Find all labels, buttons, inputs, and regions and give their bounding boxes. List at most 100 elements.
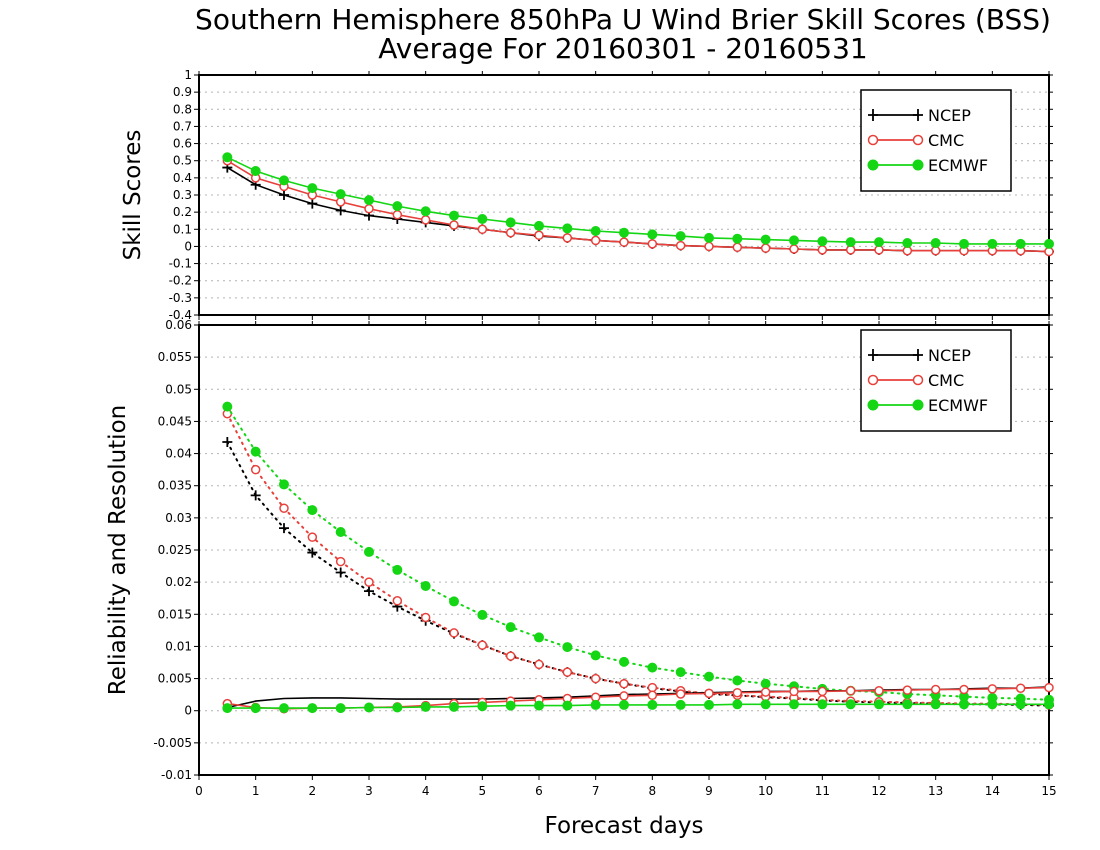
legend-label-cmc: CMC: [928, 371, 964, 390]
data-point-ecmwf: [392, 702, 403, 713]
data-point-cmc: [279, 503, 289, 513]
data-point-ecmwf: [845, 699, 856, 710]
legend-marker-ecmwf: [912, 159, 924, 171]
data-point-ncep: [335, 205, 346, 216]
y-tick-label: 0.005: [158, 672, 192, 686]
series-line-ecmwf-resolution: [226, 405, 1050, 701]
data-point-cmc: [619, 678, 629, 689]
data-point-cmc: [789, 686, 799, 697]
data-point-ecmwf: [590, 699, 601, 710]
x-tick-label: 12: [871, 784, 886, 798]
y-tick-label: 0.015: [158, 607, 192, 621]
data-point-ecmwf: [449, 596, 459, 607]
data-point-ecmwf: [420, 701, 431, 712]
data-point-ncep: [364, 586, 374, 597]
data-point-ecmwf: [930, 699, 941, 710]
y-tick-label: 0.6: [173, 137, 192, 151]
data-point-cmc: [732, 242, 743, 253]
y-tick-label: 0.055: [158, 350, 192, 364]
legend-label-ncep: NCEP: [928, 106, 971, 125]
data-point-cmc: [675, 240, 686, 251]
data-point-ecmwf: [449, 701, 459, 712]
data-point-ecmwf: [250, 446, 261, 457]
data-point-ecmwf: [619, 656, 629, 667]
data-point-cmc: [562, 233, 573, 243]
data-point-ecmwf: [959, 238, 969, 249]
data-point-ncep: [250, 490, 261, 501]
y-tick-label: 0.3: [173, 188, 192, 202]
x-tick-label: 14: [985, 784, 1000, 798]
x-tick-label: 4: [422, 784, 430, 798]
data-point-ecmwf: [760, 699, 771, 710]
data-point-cmc: [704, 688, 714, 699]
data-point-ecmwf: [704, 699, 714, 710]
data-point-ecmwf: [534, 220, 544, 231]
data-point-cmc: [562, 667, 573, 677]
data-point-ecmwf: [647, 662, 658, 673]
data-point-cmc: [449, 220, 459, 230]
y-axis-label: Reliability and Resolution: [105, 405, 131, 695]
x-tick-label: 2: [309, 784, 317, 798]
data-point-cmc: [534, 230, 544, 241]
data-point-ecmwf: [619, 227, 629, 238]
data-point-ecmwf: [505, 622, 516, 633]
y-tick-label: 0.8: [173, 102, 192, 116]
y-tick-label: 0.2: [173, 205, 192, 219]
data-point-ecmwf: [250, 166, 261, 176]
data-point-ecmwf: [1015, 699, 1026, 710]
y-tick-label: 0.035: [158, 479, 192, 493]
data-point-ecmwf: [364, 702, 374, 713]
y-tick-label: 0.1: [173, 222, 192, 236]
data-point-ncep: [307, 547, 318, 558]
data-point-cmc: [1015, 683, 1026, 693]
data-point-ecmwf: [732, 233, 743, 244]
x-tick-label: 11: [815, 784, 830, 798]
legend-label-ncep: NCEP: [928, 346, 971, 365]
data-point-ecmwf: [987, 238, 998, 249]
data-point-ecmwf: [364, 195, 374, 206]
data-point-ncep: [222, 437, 233, 447]
data-point-ecmwf: [307, 505, 318, 516]
y-tick-label: -0.01: [161, 768, 192, 782]
x-tick-label: 7: [592, 784, 600, 798]
data-point-ecmwf: [704, 671, 714, 682]
data-point-cmc: [505, 227, 516, 238]
data-point-ecmwf: [562, 642, 573, 653]
data-point-ecmwf: [392, 201, 403, 212]
data-point-ecmwf: [250, 703, 261, 714]
y-tick-label: 0: [184, 704, 192, 718]
data-point-ecmwf: [1044, 699, 1054, 710]
y-tick-label: 0: [184, 239, 192, 253]
data-point-cmc: [392, 209, 403, 220]
data-point-cmc: [307, 532, 318, 542]
legend-label-cmc: CMC: [928, 131, 964, 150]
x-tick-label: 15: [1041, 784, 1056, 798]
x-tick-label: 5: [479, 784, 487, 798]
y-tick-label: 0.045: [158, 414, 192, 428]
x-tick-label: 0: [195, 784, 203, 798]
reliability-resolution-panel: -0.01 -0.005 0 0.005 0.01 0.015 0.02 0.025 0.03 0…: [105, 318, 1057, 798]
data-point-ecmwf: [1044, 238, 1054, 249]
data-point-ecmwf: [845, 237, 856, 248]
data-point-ecmwf: [732, 699, 743, 710]
data-point-cmc: [930, 684, 941, 695]
data-point-ecmwf: [675, 667, 686, 678]
data-point-ecmwf: [704, 232, 714, 243]
x-tick-label: 9: [705, 784, 713, 798]
series-line-ecmwf-reliability: [227, 703, 1049, 709]
data-point-ecmwf: [534, 632, 544, 643]
data-point-ecmwf: [222, 703, 233, 714]
legend-marker-cmc: [867, 374, 879, 386]
legend-marker-ncep: [868, 109, 878, 121]
data-point-cmc: [364, 577, 374, 587]
y-tick-label: 0.7: [173, 119, 192, 133]
data-point-ecmwf: [222, 152, 233, 163]
data-point-cmc: [789, 244, 799, 254]
chart-title-line-2: Average For 20160301 - 20160531: [378, 32, 867, 65]
data-point-ecmwf: [675, 699, 686, 710]
data-point-cmc: [534, 659, 544, 670]
legend-marker-ncep: [913, 109, 923, 121]
y-axis-label: Skill Scores: [120, 130, 146, 261]
data-point-ncep: [279, 523, 289, 534]
